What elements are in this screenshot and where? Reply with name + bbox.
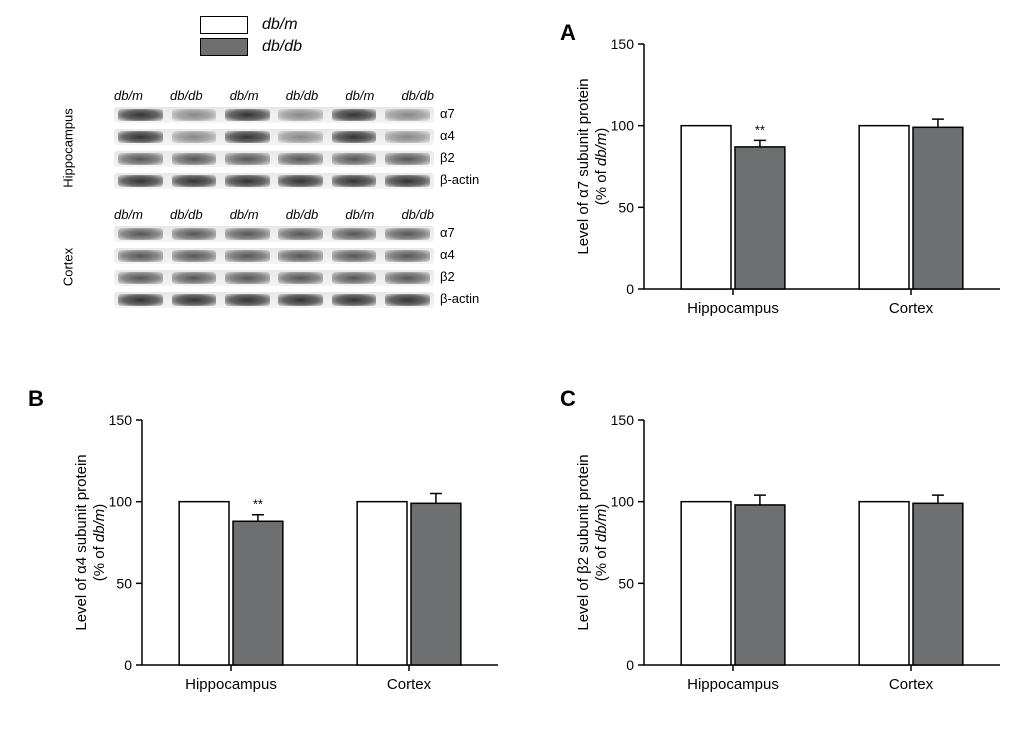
svg-text:Level of α4 subunit protein: Level of α4 subunit protein xyxy=(73,454,90,630)
legend-swatch-dbdb xyxy=(200,38,248,56)
svg-text:(% of db/m): (% of db/m) xyxy=(91,504,108,582)
svg-text:0: 0 xyxy=(124,657,132,673)
svg-text:(% of db/m): (% of db/m) xyxy=(593,128,610,206)
svg-text:150: 150 xyxy=(611,36,635,52)
svg-text:150: 150 xyxy=(611,412,635,428)
svg-text:**: ** xyxy=(253,497,263,512)
svg-text:Cortex: Cortex xyxy=(889,676,934,693)
svg-text:Hippocampus: Hippocampus xyxy=(687,300,779,317)
panel-label-b: B xyxy=(28,386,44,412)
svg-text:Hippocampus: Hippocampus xyxy=(185,676,277,693)
svg-text:Cortex: Cortex xyxy=(387,676,432,693)
svg-text:Cortex: Cortex xyxy=(889,300,934,317)
western-blots: db/mdb/dbdb/mdb/dbdb/mdb/dbHippocampusα7… xyxy=(88,88,488,326)
svg-text:100: 100 xyxy=(109,494,133,510)
svg-text:150: 150 xyxy=(109,412,133,428)
chart-b: 0 50 100 150 Level of α4 subunit protein(% o… xyxy=(68,410,508,715)
svg-text:Hippocampus: Hippocampus xyxy=(687,676,779,693)
legend-swatch-dbm xyxy=(200,16,248,34)
chart-a: 0 50 100 150 Level of α7 subunit protein(% o… xyxy=(570,34,1010,339)
svg-text:0: 0 xyxy=(626,657,634,673)
svg-text:Level of β2 subunit protein: Level of β2 subunit protein xyxy=(575,454,592,630)
svg-text:50: 50 xyxy=(116,575,132,591)
legend-label-dbdb: db/db xyxy=(262,38,302,56)
figure: db/m db/db db/mdb/dbdb/mdb/dbdb/mdb/dbHi… xyxy=(10,10,1010,720)
legend-label-dbm: db/m xyxy=(262,16,298,34)
svg-text:50: 50 xyxy=(618,199,634,215)
legend-row-dbdb: db/db xyxy=(200,38,302,56)
chart-c: 0 50 100 150 Level of β2 subunit protein(% o… xyxy=(570,410,1010,715)
svg-text:(% of db/m): (% of db/m) xyxy=(593,504,610,582)
legend: db/m db/db xyxy=(200,16,302,60)
legend-row-dbm: db/m xyxy=(200,16,302,34)
panel-label-c: C xyxy=(560,386,576,412)
svg-text:50: 50 xyxy=(618,575,634,591)
svg-text:0: 0 xyxy=(626,281,634,297)
svg-text:100: 100 xyxy=(611,494,635,510)
svg-text:**: ** xyxy=(755,122,765,137)
svg-text:100: 100 xyxy=(611,118,635,134)
svg-text:Level of α7 subunit protein: Level of α7 subunit protein xyxy=(575,78,592,254)
